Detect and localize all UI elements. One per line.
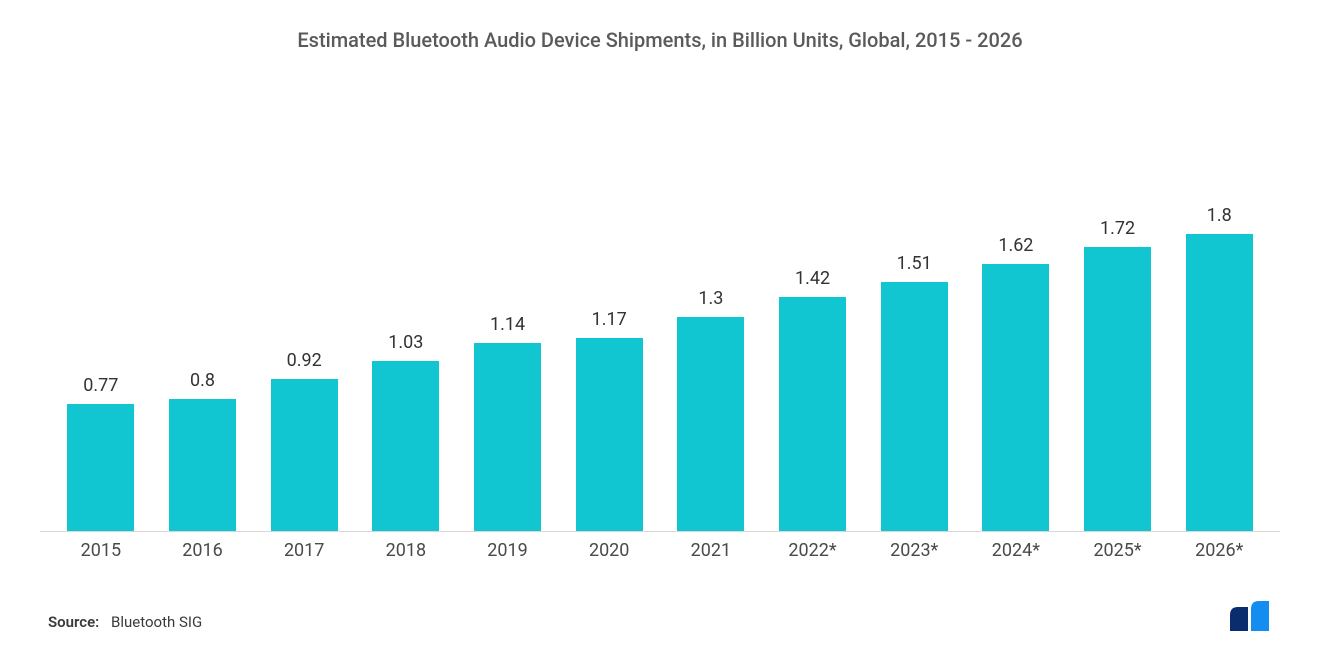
bar-group: 0.8 <box>152 102 254 531</box>
x-axis-label: 2017 <box>253 540 355 561</box>
chart-footer: Source: Bluetooth SIG <box>40 601 1280 635</box>
chart-container: Estimated Bluetooth Audio Device Shipmen… <box>0 0 1320 665</box>
x-axis-label: 2021 <box>660 540 762 561</box>
bar-value-label: 1.3 <box>698 288 723 309</box>
bar <box>982 264 1049 531</box>
bar <box>271 379 338 531</box>
bar-value-label: 1.8 <box>1207 205 1232 226</box>
bar-value-label: 0.77 <box>83 375 118 396</box>
bar-value-label: 1.17 <box>592 309 627 330</box>
bar-group: 1.03 <box>355 102 457 531</box>
bar-value-label: 1.42 <box>795 268 830 289</box>
bar-value-label: 0.8 <box>190 370 215 391</box>
bar-value-label: 1.51 <box>897 253 932 274</box>
x-axis-labels: 20152016201720182019202020212022*2023*20… <box>40 540 1280 561</box>
bar <box>881 282 948 531</box>
chart-title: Estimated Bluetooth Audio Device Shipmen… <box>40 28 1280 52</box>
x-axis-label: 2026* <box>1168 540 1270 561</box>
bar-group: 1.62 <box>965 102 1067 531</box>
bar <box>1084 247 1151 531</box>
x-axis-label: 2020 <box>558 540 660 561</box>
x-axis-label: 2022* <box>762 540 864 561</box>
x-axis-label: 2025* <box>1067 540 1169 561</box>
x-axis-label: 2024* <box>965 540 1067 561</box>
bar <box>576 338 643 531</box>
x-axis-label: 2016 <box>152 540 254 561</box>
bar <box>372 361 439 531</box>
bar <box>474 343 541 531</box>
x-axis-label: 2019 <box>457 540 559 561</box>
bar-group: 1.72 <box>1067 102 1169 531</box>
bar-group: 1.14 <box>457 102 559 531</box>
bar-value-label: 1.03 <box>388 332 423 353</box>
bar <box>677 317 744 532</box>
brand-logo <box>1226 601 1272 631</box>
bar-value-label: 1.14 <box>490 314 525 335</box>
source-citation: Source: Bluetooth SIG <box>48 613 202 631</box>
x-axis-label: 2018 <box>355 540 457 561</box>
bar-group: 1.51 <box>863 102 965 531</box>
bar-group: 1.42 <box>762 102 864 531</box>
bar <box>67 404 134 531</box>
bar-group: 0.92 <box>253 102 355 531</box>
x-axis-label: 2015 <box>50 540 152 561</box>
x-axis-label: 2023* <box>863 540 965 561</box>
source-label: Source: <box>48 613 99 631</box>
source-value: Bluetooth SIG <box>111 613 202 631</box>
plot-area: 0.77 0.8 0.92 1.03 1.14 1.17 1.3 1.42 1.51 1.62 1.… <box>40 102 1280 532</box>
bar-group: 0.77 <box>50 102 152 531</box>
bar-group: 1.17 <box>558 102 660 531</box>
bar-value-label: 1.72 <box>1100 218 1135 239</box>
bar-value-label: 1.62 <box>998 235 1033 256</box>
bar-group: 1.8 <box>1168 102 1270 531</box>
bar <box>169 399 236 531</box>
bar-value-label: 0.92 <box>287 350 322 371</box>
bar-group: 1.3 <box>660 102 762 531</box>
bar <box>1186 234 1253 531</box>
bar <box>779 297 846 531</box>
